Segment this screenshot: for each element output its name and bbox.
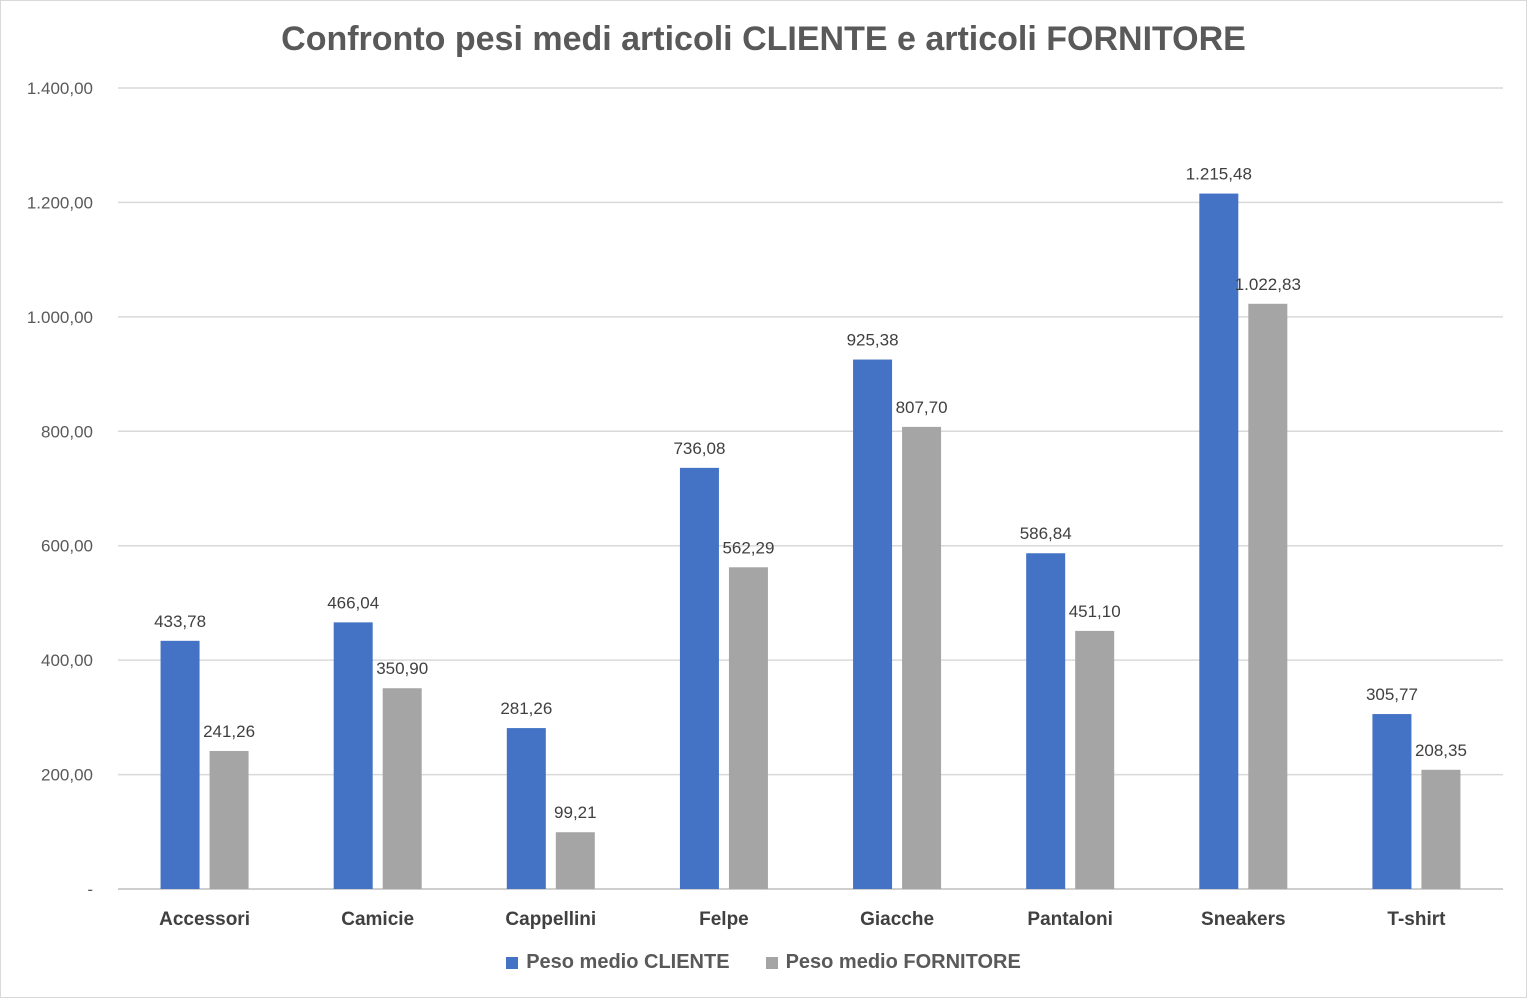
- data-label: 925,38: [847, 331, 899, 350]
- legend: Peso medio CLIENTE Peso medio FORNITORE: [0, 951, 1527, 974]
- legend-label-fornitore: Peso medio FORNITORE: [785, 951, 1021, 973]
- bar-fornitore: [902, 426, 942, 889]
- data-label: 807,70: [896, 398, 948, 417]
- y-tick-label: 400,00: [41, 651, 93, 670]
- x-tick-label: Pantaloni: [1027, 909, 1113, 930]
- x-tick-label: Sneakers: [1201, 909, 1286, 930]
- chart-title: Confronto pesi medi articoli CLIENTE e a…: [281, 20, 1246, 58]
- x-tick-label: Accessori: [159, 909, 250, 930]
- y-tick-label: 600,00: [41, 537, 93, 556]
- data-label: 99,21: [554, 803, 597, 822]
- x-tick-label: T-shirt: [1387, 909, 1446, 930]
- bar-cliente: [1199, 193, 1239, 890]
- x-tick-label: Giacche: [860, 909, 934, 930]
- y-tick-label: -: [87, 880, 93, 899]
- bar-fornitore: [209, 750, 249, 889]
- data-label: 208,35: [1415, 741, 1467, 760]
- legend-item-fornitore: Peso medio FORNITORE: [765, 951, 1021, 974]
- legend-swatch-fornitore: [765, 956, 778, 969]
- data-label: 586,84: [1020, 524, 1072, 543]
- bar-cliente: [1372, 714, 1412, 889]
- data-label: 562,29: [722, 538, 774, 557]
- y-tick-label: 1.000,00: [27, 308, 93, 327]
- data-label: 350,90: [376, 659, 428, 678]
- data-label: 466,04: [327, 593, 379, 612]
- bar-cliente: [853, 359, 893, 890]
- bar-cliente: [1026, 553, 1066, 889]
- bar-fornitore: [728, 567, 768, 889]
- data-label: 451,10: [1069, 602, 1121, 621]
- bar-cliente: [679, 467, 719, 889]
- legend-label-cliente: Peso medio CLIENTE: [526, 951, 730, 973]
- legend-swatch-cliente: [506, 956, 519, 969]
- x-tick-label: Felpe: [699, 909, 749, 930]
- y-tick-label: 1.400,00: [27, 79, 93, 98]
- data-label: 1.215,48: [1186, 165, 1252, 184]
- x-tick-label: Camicie: [341, 909, 414, 930]
- data-label: 433,78: [154, 612, 206, 631]
- bar-fornitore: [1248, 303, 1288, 889]
- data-label: 736,08: [673, 439, 725, 458]
- bar-fornitore: [555, 832, 595, 889]
- data-label: 305,77: [1366, 685, 1418, 704]
- y-tick-label: 1.200,00: [27, 193, 93, 212]
- bar-cliente: [506, 728, 546, 889]
- bar-fornitore: [382, 688, 422, 889]
- legend-item-cliente: Peso medio CLIENTE: [506, 951, 730, 974]
- bar-fornitore: [1421, 769, 1461, 889]
- data-label: 281,26: [500, 699, 552, 718]
- x-tick-label: Cappellini: [505, 909, 596, 930]
- data-label: 1.022,83: [1235, 275, 1301, 294]
- bar-cliente: [160, 640, 200, 889]
- bar-fornitore: [1075, 630, 1115, 889]
- y-tick-label: 200,00: [41, 766, 93, 785]
- data-label: 241,26: [203, 722, 255, 741]
- y-tick-label: 800,00: [41, 422, 93, 441]
- bar-cliente: [333, 622, 373, 889]
